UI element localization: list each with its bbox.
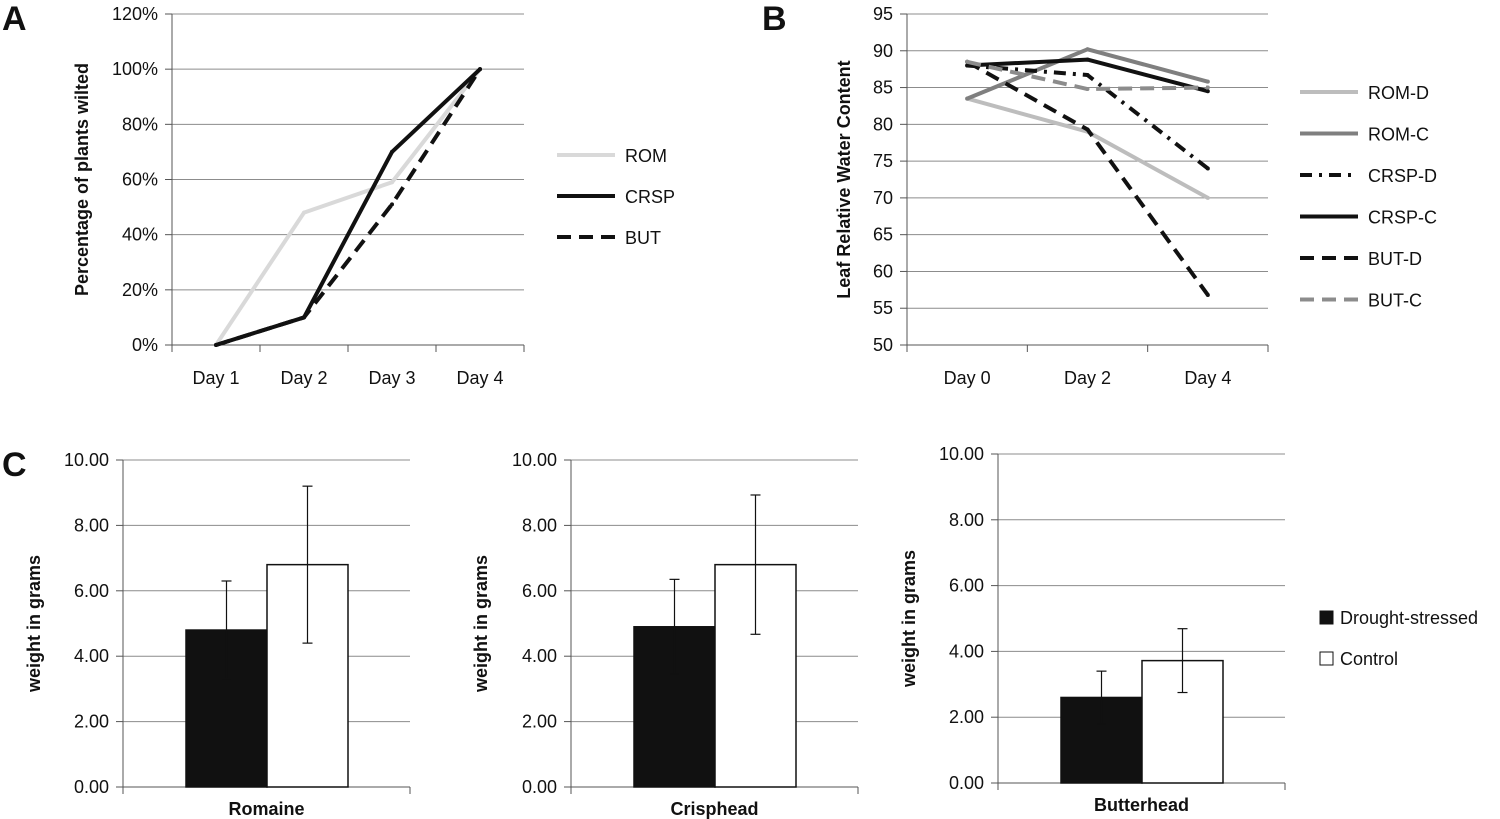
x-axis-category-label: Romaine	[228, 799, 304, 819]
y-tick-label: 95	[873, 4, 893, 24]
data-point-rom	[302, 210, 306, 215]
water-content-line-chart: 50 55 60 65 70 75 80 85 90 95 Leaf Relative Water …	[834, 4, 1437, 388]
romaine-bar-chart: 0.00 2.00 4.00 6.00 8.00 10.00 weight in grams…	[24, 450, 411, 819]
data-point-rom-c	[1205, 79, 1210, 84]
x-tick-label: Day 3	[368, 368, 415, 388]
y-tick-label: 6.00	[522, 581, 557, 601]
y-tick-label: 100%	[112, 59, 158, 79]
x-tick-label: Day 0	[944, 368, 991, 388]
y-tick-label: 4.00	[949, 641, 984, 661]
data-point-crsp-d	[1205, 166, 1210, 171]
y-tick-label: 0.00	[522, 777, 557, 797]
data-point-but-c	[965, 59, 970, 64]
legend-label-but: BUT	[625, 228, 661, 248]
x-tick-label: Day 1	[192, 368, 239, 388]
butterhead-bar-chart: 0.00 2.00 4.00 6.00 8.00 10.00 weight in grams…	[899, 444, 1478, 815]
data-point-crsp-c	[1085, 57, 1090, 62]
y-tick-label: 80	[873, 114, 893, 134]
y-axis-label: weight in grams	[899, 550, 919, 688]
data-point-rom-c	[965, 96, 970, 101]
y-tick-label: 8.00	[949, 510, 984, 530]
legend-label-but-c: BUT-C	[1368, 291, 1422, 311]
y-tick-label: 85	[873, 78, 893, 98]
y-tick-label: 60	[873, 261, 893, 281]
data-point-rom-d	[1205, 195, 1210, 200]
y-axis-label: Leaf Relative Water Content	[834, 60, 854, 298]
data-point-but-c	[1205, 85, 1210, 90]
data-point-but	[390, 202, 394, 207]
y-tick-label: 0.00	[74, 777, 109, 797]
legend-swatch-control	[1319, 651, 1334, 666]
y-tick-label: 75	[873, 151, 893, 171]
wilting-line-chart: 0% 20% 40% 60% 80% 100% 120% Percentage of plan…	[72, 4, 675, 388]
x-tick-label: Day 4	[1184, 368, 1231, 388]
x-axis-category-label: Crisphead	[670, 799, 758, 819]
y-tick-label: 80%	[122, 114, 158, 134]
data-point-crsp	[390, 149, 394, 154]
y-tick-label: 55	[873, 298, 893, 318]
x-tick-label: Day 4	[456, 368, 503, 388]
y-axis-label: weight in grams	[24, 555, 44, 693]
y-tick-label: 40%	[122, 225, 158, 245]
series-line-rom	[214, 67, 482, 347]
y-tick-label: 0.00	[949, 773, 984, 793]
y-tick-label: 20%	[122, 280, 158, 300]
legend-label-crsp: CRSP	[625, 187, 675, 207]
legend-label-crsp-c: CRSP-C	[1368, 208, 1437, 228]
y-tick-label: 70	[873, 188, 893, 208]
panel-letter-c: C	[2, 446, 27, 484]
y-tick-label: 2.00	[949, 707, 984, 727]
y-tick-label: 65	[873, 225, 893, 245]
y-tick-label: 10.00	[939, 444, 984, 464]
y-tick-label: 10.00	[512, 450, 557, 470]
data-point-rom-c	[1085, 47, 1090, 52]
y-tick-label: 50	[873, 335, 893, 355]
data-point-but	[302, 315, 306, 320]
legend-label-rom-d: ROM-D	[1368, 83, 1429, 103]
y-axis-label: Percentage of plants wilted	[72, 63, 92, 296]
legend-label-rom: ROM	[625, 146, 667, 166]
y-tick-label: 6.00	[74, 581, 109, 601]
y-axis-label: weight in grams	[471, 555, 491, 693]
crisphead-bar-chart: 0.00 2.00 4.00 6.00 8.00 10.00 weight in grams…	[471, 450, 859, 819]
y-tick-label: 0%	[132, 335, 158, 355]
legend-label-control: Control	[1340, 649, 1398, 669]
data-point-crsp-d	[1085, 73, 1090, 78]
y-tick-label: 90	[873, 41, 893, 61]
data-point-crsp-c	[1205, 89, 1210, 94]
y-tick-label: 4.00	[74, 646, 109, 666]
y-tick-label: 2.00	[522, 712, 557, 732]
x-tick-label: Day 2	[1064, 368, 1111, 388]
y-tick-label: 8.00	[522, 515, 557, 535]
data-point-but-d	[1205, 292, 1210, 297]
data-point-but	[214, 343, 218, 347]
x-axis-category-label: Butterhead	[1094, 795, 1189, 815]
legend-label-crsp-d: CRSP-D	[1368, 166, 1437, 186]
y-tick-label: 10.00	[64, 450, 109, 470]
x-tick-label: Day 2	[280, 368, 327, 388]
y-tick-label: 2.00	[74, 712, 109, 732]
legend-label-rom-c: ROM-C	[1368, 125, 1429, 145]
y-tick-label: 60%	[122, 170, 158, 190]
data-point-but	[478, 67, 482, 72]
panel-letter-b: B	[762, 0, 787, 38]
data-point-but-c	[1085, 87, 1090, 92]
legend-label-drought-stressed: Drought-stressed	[1340, 608, 1478, 628]
y-tick-label: 120%	[112, 4, 158, 24]
data-point-rom	[390, 180, 394, 185]
panel-letter-a: A	[2, 0, 27, 38]
y-tick-label: 6.00	[949, 576, 984, 596]
y-tick-label: 8.00	[74, 515, 109, 535]
series-line-but	[215, 68, 482, 347]
y-tick-label: 4.00	[522, 646, 557, 666]
legend-swatch-drought-stressed	[1319, 610, 1334, 625]
data-point-but-d	[1085, 127, 1090, 132]
legend-label-but-d: BUT-D	[1368, 249, 1422, 269]
